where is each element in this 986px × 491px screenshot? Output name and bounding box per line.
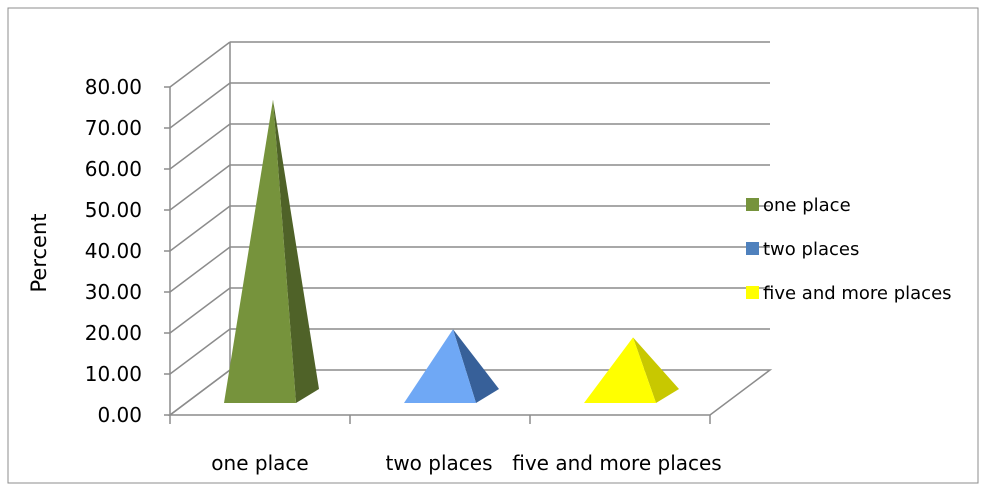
x-tick-label: five and more places bbox=[512, 451, 721, 475]
pyramid-bars bbox=[224, 99, 679, 403]
legend-label: one place bbox=[763, 195, 851, 216]
y-tick-label: 20.00 bbox=[85, 321, 142, 345]
x-tick-label: one place bbox=[211, 451, 308, 475]
side-gridline bbox=[169, 246, 231, 293]
pyramid-front-2 bbox=[404, 329, 476, 403]
side-gridline bbox=[169, 164, 231, 211]
y-tick-label: 30.00 bbox=[85, 280, 142, 304]
side-gridline bbox=[169, 205, 231, 252]
side-gridline bbox=[169, 328, 231, 375]
side-gridline bbox=[169, 82, 231, 129]
axes bbox=[164, 42, 773, 424]
y-tick-label: 0.00 bbox=[97, 403, 142, 427]
pyramid-side-1 bbox=[273, 99, 319, 403]
x-tick-label: two places bbox=[385, 451, 492, 475]
side-gridline bbox=[169, 287, 231, 334]
legend: one place two places five and more places bbox=[746, 195, 952, 304]
legend-label: two places bbox=[763, 239, 859, 260]
pyramid-side-3 bbox=[633, 337, 679, 403]
side-gridline bbox=[169, 123, 231, 170]
legend-swatch bbox=[746, 198, 759, 211]
y-tick-label: 70.00 bbox=[85, 116, 142, 140]
pyramid-side-2 bbox=[453, 329, 499, 403]
x-tick-labels: one place two places five and more places bbox=[211, 451, 721, 475]
y-tick-label: 50.00 bbox=[85, 198, 142, 222]
pyramid-front-3 bbox=[584, 337, 656, 403]
side-gridline bbox=[169, 41, 231, 88]
y-tick-label: 10.00 bbox=[85, 362, 142, 386]
y-tick-label: 80.00 bbox=[85, 75, 142, 99]
y-axis-title: Percent bbox=[27, 213, 51, 292]
legend-swatch bbox=[746, 286, 759, 299]
legend-swatch bbox=[746, 242, 759, 255]
pyramid-front-1 bbox=[224, 99, 296, 403]
y-tick-labels: 0.00 10.00 20.00 30.00 40.00 50.00 60.00 70.00 8… bbox=[85, 75, 142, 427]
y-tick-label: 40.00 bbox=[85, 239, 142, 263]
legend-label: five and more places bbox=[763, 283, 952, 304]
y-tick-label: 60.00 bbox=[85, 157, 142, 181]
